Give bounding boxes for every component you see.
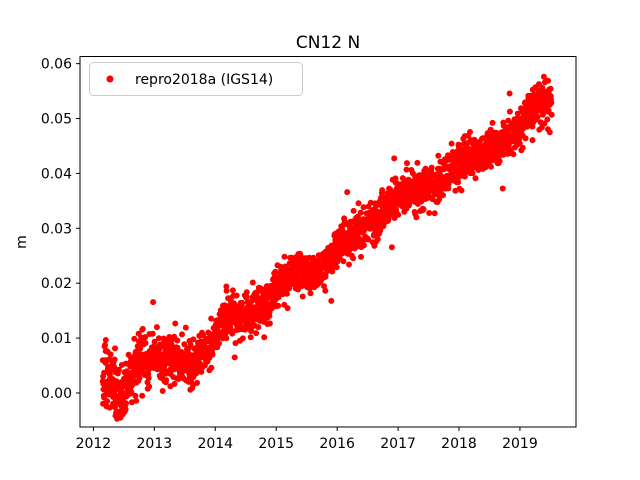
x-axis-ticks: 2012 2013 2014 2015 2016 2017 2018 2019 [76,427,538,452]
y-tick-label: 0.03 [41,221,72,237]
y-axis-ticks: 0.00 0.01 0.02 0.03 0.04 0.05 0.06 [41,57,80,402]
legend-marker-icon [106,75,114,83]
y-tick-label: 0.04 [41,166,72,182]
x-tick-label: 2017 [380,436,416,452]
legend: repro2018a (IGS14) [89,62,303,96]
y-tick-label: 0.06 [41,57,72,73]
y-tick-label: 0.05 [41,112,72,128]
plot-area [80,56,576,427]
chart-title: CN12 N [296,33,360,53]
axes-border [79,56,577,428]
legend-box [89,62,303,96]
x-tick-label: 2016 [319,436,355,452]
legend-label: repro2018a (IGS14) [135,72,273,88]
scatter-series-repro2018a [99,73,555,422]
x-tick-label: 2013 [137,436,173,452]
x-tick-label: 2019 [502,436,538,452]
x-tick-label: 2015 [258,436,294,452]
data-points-path [99,73,555,422]
y-tick-label: 0.00 [41,386,72,402]
y-tick-label: 0.01 [41,331,72,347]
x-tick-label: 2014 [197,436,233,452]
x-tick-label: 2012 [76,436,112,452]
y-tick-label: 0.02 [41,276,72,292]
x-tick-label: 2018 [441,436,477,452]
y-axis-label: m [14,235,30,249]
